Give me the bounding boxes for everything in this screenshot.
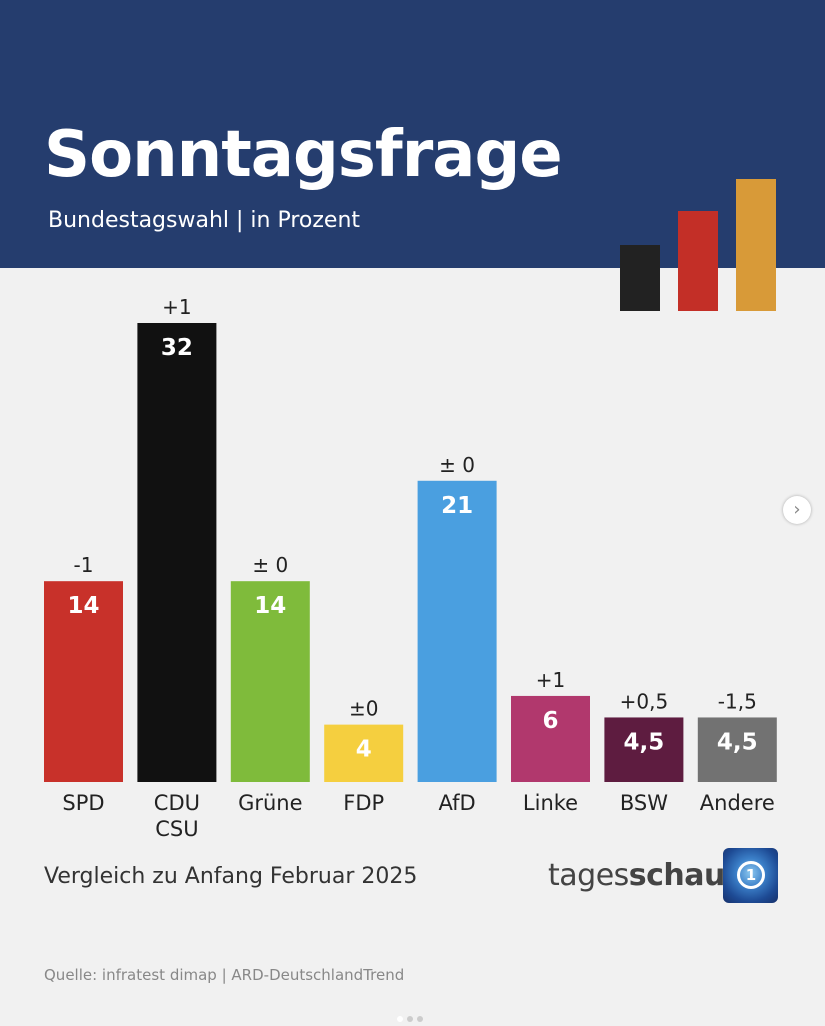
category-label: SPD bbox=[62, 791, 104, 815]
bar bbox=[511, 695, 590, 782]
category-label: Andere bbox=[700, 791, 775, 815]
change-label: ± 0 bbox=[439, 453, 475, 477]
category-label: AfD bbox=[439, 791, 476, 815]
change-label: ± 0 bbox=[252, 553, 288, 577]
tagesschau-logo-icon: 1 bbox=[723, 848, 778, 903]
deco-bar-gold bbox=[736, 179, 776, 311]
carousel-dot[interactable] bbox=[407, 1016, 413, 1022]
deco-bar-black bbox=[620, 245, 660, 311]
carousel-dots bbox=[395, 1007, 425, 1026]
carousel-dot[interactable] bbox=[397, 1016, 403, 1022]
category-label: CSU bbox=[155, 817, 198, 841]
value-label: 4,5 bbox=[717, 729, 758, 755]
change-label: -1,5 bbox=[718, 689, 757, 713]
value-label: 32 bbox=[161, 335, 193, 361]
bar bbox=[137, 323, 217, 782]
bar bbox=[604, 717, 684, 782]
bar bbox=[44, 581, 123, 782]
change-label: +0,5 bbox=[620, 689, 669, 713]
category-label: BSW bbox=[620, 791, 668, 815]
category-label: Linke bbox=[523, 791, 578, 815]
category-label: Grüne bbox=[238, 791, 302, 815]
bar bbox=[697, 717, 777, 782]
value-label: 14 bbox=[67, 593, 99, 619]
deco-bar-red bbox=[678, 211, 718, 311]
header: Sonntagsfrage Bundestagswahl | in Prozen… bbox=[0, 0, 825, 268]
change-label: +1 bbox=[162, 295, 191, 319]
page-title: Sonntagsfrage bbox=[44, 118, 563, 192]
comparison-note: Vergleich zu Anfang Februar 2025 bbox=[44, 864, 418, 889]
subtitle: Bundestagswahl | in Prozent bbox=[48, 208, 361, 233]
chevron-right-icon[interactable]: › bbox=[783, 496, 811, 524]
bar bbox=[417, 480, 497, 782]
bar bbox=[324, 724, 404, 782]
value-label: 21 bbox=[441, 493, 473, 519]
value-label: 4 bbox=[356, 737, 372, 763]
bar bbox=[230, 581, 310, 782]
change-label: +1 bbox=[536, 668, 565, 692]
change-label: -1 bbox=[74, 553, 94, 577]
value-label: 6 bbox=[542, 708, 558, 734]
tagesschau-logo-text: tagesschau bbox=[548, 858, 725, 893]
change-label: ±0 bbox=[349, 697, 378, 721]
category-label: FDP bbox=[343, 791, 384, 815]
value-label: 14 bbox=[254, 593, 286, 619]
value-label: 4,5 bbox=[624, 729, 665, 755]
carousel-dot[interactable] bbox=[417, 1016, 423, 1022]
source-text: Quelle: infratest dimap | ARD-Deutschlan… bbox=[44, 966, 405, 984]
category-label: CDU bbox=[154, 791, 200, 815]
